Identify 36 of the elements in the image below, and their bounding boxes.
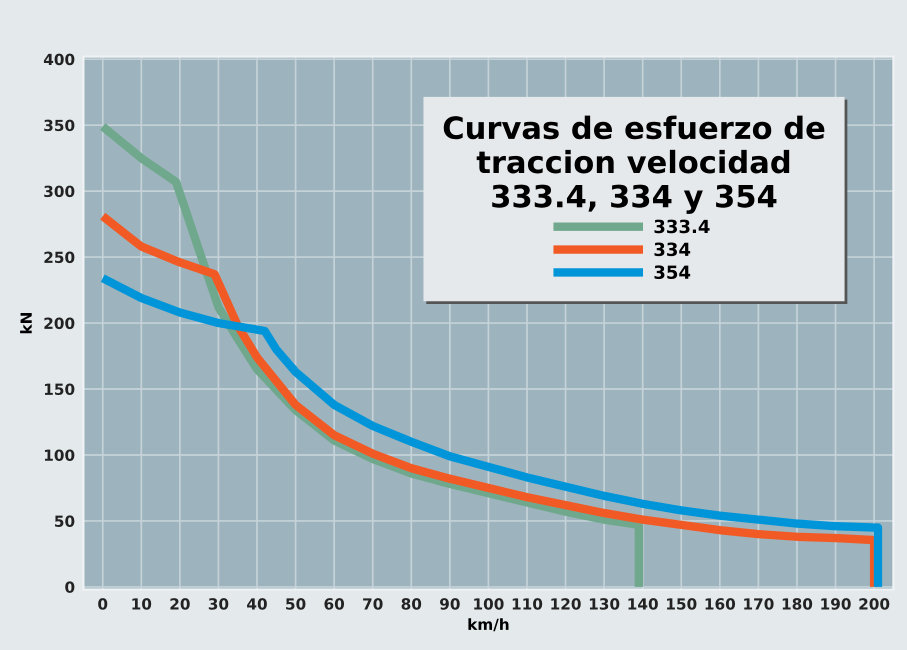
x-tick-label: 60	[324, 598, 344, 610]
legend-label: 333.4	[654, 220, 710, 234]
y-tick-label: 300	[44, 186, 74, 198]
legend-label: 354	[654, 265, 690, 280]
x-tick-label: 170	[744, 598, 774, 610]
x-tick-label: 100	[474, 598, 504, 610]
x-tick-label: 190	[821, 598, 851, 610]
x-tick-label: 80	[402, 598, 422, 610]
x-tick-label: 180	[782, 598, 812, 610]
text: Curvas de esfuerzo de traccion velocidad 333.4, 334 y 354	[444, 116, 824, 214]
y-tick-label: 200	[44, 318, 74, 330]
x-tick-label: 110	[512, 598, 542, 610]
legend-label: 334	[654, 242, 690, 256]
x-tick-label: 130	[590, 598, 620, 610]
x-tick-label: 0	[98, 598, 108, 610]
y-tick-label: 50	[55, 515, 74, 527]
x-tick-label: 30	[208, 598, 228, 610]
x-tick-label: 150	[667, 598, 696, 610]
y-tick-label: 400	[44, 54, 74, 66]
x-tick-label: 200	[859, 598, 890, 610]
y-axis-title: kN	[20, 312, 32, 334]
x-tick-label: 40	[247, 598, 267, 610]
x-tick-label: 20	[170, 598, 190, 610]
x-axis-title: km/h	[468, 618, 508, 632]
x-tick-label: 10	[132, 598, 152, 610]
y-tick-label: 0	[65, 581, 74, 593]
y-tick-label: 350	[44, 120, 74, 132]
y-tick-label: 100	[44, 449, 74, 461]
y-tick-label: 250	[44, 252, 74, 264]
y-tick-label: 150	[44, 383, 74, 396]
x-tick-label: 120	[551, 598, 581, 610]
x-tick-label: 50	[286, 598, 306, 610]
x-tick-label: 140	[628, 598, 658, 610]
x-tick-label: 160	[706, 598, 736, 610]
x-tick-label: 70	[363, 598, 383, 610]
x-tick-label: 90	[440, 598, 460, 610]
